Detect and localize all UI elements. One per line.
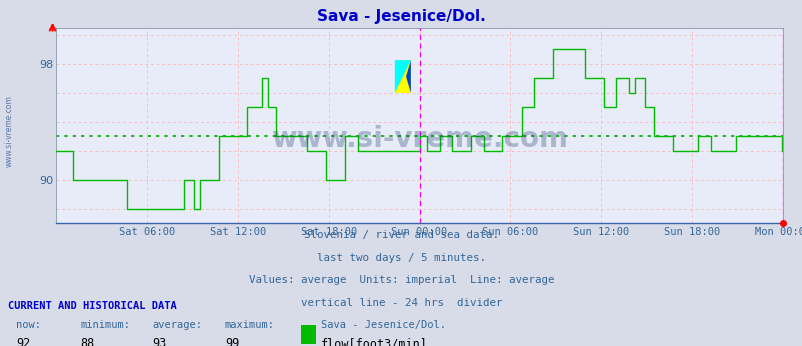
Text: Sava - Jesenice/Dol.: Sava - Jesenice/Dol. (317, 9, 485, 24)
Text: www.si-vreme.com: www.si-vreme.com (271, 125, 567, 153)
Text: now:: now: (16, 320, 41, 330)
Text: 88: 88 (80, 337, 95, 346)
Text: average:: average: (152, 320, 202, 330)
Text: vertical line - 24 hrs  divider: vertical line - 24 hrs divider (301, 298, 501, 308)
Text: Values: average  Units: imperial  Line: average: Values: average Units: imperial Line: av… (249, 275, 553, 285)
Text: 93: 93 (152, 337, 167, 346)
Text: 92: 92 (16, 337, 30, 346)
Text: www.si-vreme.com: www.si-vreme.com (5, 95, 14, 167)
Text: CURRENT AND HISTORICAL DATA: CURRENT AND HISTORICAL DATA (8, 301, 176, 311)
Polygon shape (406, 60, 411, 93)
Bar (395, 60, 411, 93)
Text: flow[foot3/min]: flow[foot3/min] (321, 337, 427, 346)
Text: last two days / 5 minutes.: last two days / 5 minutes. (317, 253, 485, 263)
Text: 99: 99 (225, 337, 239, 346)
Text: minimum:: minimum: (80, 320, 130, 330)
Text: Slovenia / river and sea data.: Slovenia / river and sea data. (304, 230, 498, 240)
Text: maximum:: maximum: (225, 320, 274, 330)
Polygon shape (395, 60, 411, 93)
Text: Sava - Jesenice/Dol.: Sava - Jesenice/Dol. (321, 320, 446, 330)
